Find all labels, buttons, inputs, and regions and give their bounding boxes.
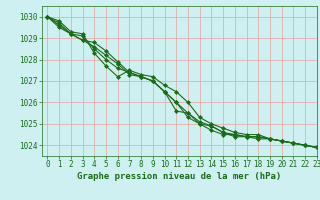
X-axis label: Graphe pression niveau de la mer (hPa): Graphe pression niveau de la mer (hPa)	[77, 172, 281, 181]
